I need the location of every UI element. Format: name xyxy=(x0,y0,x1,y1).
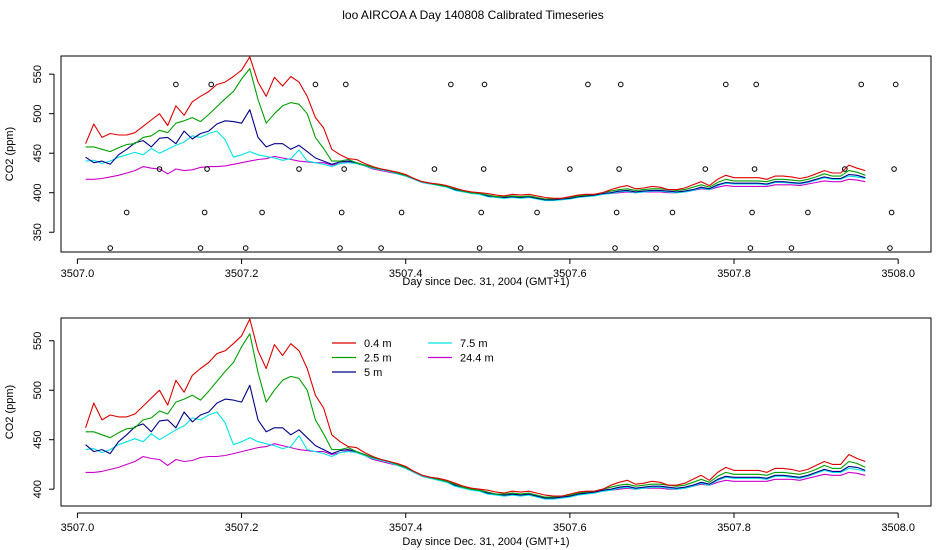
data-point xyxy=(204,166,210,172)
y-tick-label: 400 xyxy=(32,184,44,202)
y-axis-label: CO2 (ppm) xyxy=(4,385,16,439)
x-tick-label: 3507.0 xyxy=(61,268,95,280)
data-point xyxy=(156,166,163,172)
x-axis: 3507.0 3507.2 3507.4 3507.6 3507.8 3508.0 xyxy=(61,258,915,280)
series-lines xyxy=(85,56,866,202)
data-point xyxy=(842,166,848,172)
series-line-0 xyxy=(85,56,866,199)
data-point xyxy=(613,209,620,216)
data-point xyxy=(201,209,208,216)
x-tick-label: 3507.0 xyxy=(61,522,95,534)
data-point xyxy=(431,166,438,172)
x-tick-label: 3507.8 xyxy=(717,268,751,280)
x-tick-label: 3508.0 xyxy=(881,268,915,280)
x-tick-label: 3507.2 xyxy=(225,268,259,280)
data-point xyxy=(398,209,405,216)
data-point xyxy=(616,166,622,172)
y-axis: 400 450 500 550 xyxy=(32,332,55,498)
data-point xyxy=(669,209,676,216)
bottom-panel: 3507.0 3507.2 3507.4 3507.6 3507.8 3508.0 400… xyxy=(4,317,932,548)
plot-frame xyxy=(60,317,932,507)
data-point xyxy=(653,245,659,251)
y-tick-label: 550 xyxy=(32,332,44,350)
x-axis-label: Day since Dec. 31, 2004 (GMT+1) xyxy=(402,536,569,548)
data-point xyxy=(337,245,343,251)
legend-label: 24.4 m xyxy=(460,353,494,365)
series-line-1 xyxy=(85,68,866,200)
data-point xyxy=(617,81,624,88)
y-tick-label: 500 xyxy=(32,105,44,123)
series-line-0 xyxy=(85,318,866,497)
data-point xyxy=(888,209,895,216)
y-tick-label: 450 xyxy=(32,431,44,449)
data-point xyxy=(378,245,384,251)
data-point xyxy=(259,209,265,216)
data-point xyxy=(448,81,454,88)
data-point xyxy=(296,166,302,172)
data-point xyxy=(891,166,897,172)
data-point xyxy=(805,209,811,216)
top-panel: 3507.0 3507.2 3507.4 3507.6 3507.8 3508.0 350… xyxy=(4,55,932,288)
data-point xyxy=(173,81,179,88)
series-line-1 xyxy=(85,333,866,498)
data-point xyxy=(751,166,758,172)
x-tick-label: 3507.4 xyxy=(389,268,423,280)
x-tick-label: 3507.2 xyxy=(225,522,259,534)
data-point xyxy=(723,81,729,88)
data-point xyxy=(892,81,899,88)
x-tick-label: 3507.6 xyxy=(553,268,587,280)
data-point xyxy=(749,209,755,216)
data-point xyxy=(107,245,114,251)
x-axis: 3507.0 3507.2 3507.4 3507.6 3507.8 3508.0 xyxy=(61,512,915,534)
data-point xyxy=(517,245,524,251)
y-tick-label: 400 xyxy=(32,480,44,498)
legend-label: 7.5 m xyxy=(460,338,488,350)
series-line-3 xyxy=(85,130,866,202)
y-axis: 350 400 450 500 550 xyxy=(32,65,55,241)
data-point xyxy=(338,209,345,216)
data-point xyxy=(585,81,591,88)
data-point xyxy=(480,166,487,172)
data-point xyxy=(612,245,618,251)
data-point xyxy=(478,209,485,216)
series-lines xyxy=(85,318,866,500)
x-tick-label: 3507.8 xyxy=(717,522,751,534)
data-point xyxy=(858,81,865,88)
y-tick-label: 500 xyxy=(32,381,44,399)
data-point xyxy=(887,245,893,251)
data-point xyxy=(481,81,488,88)
data-point xyxy=(343,81,349,88)
legend-label: 0.4 m xyxy=(364,338,392,350)
data-point xyxy=(788,245,795,251)
data-point xyxy=(197,245,204,251)
figure-title: loo AIRCOA A Day 140808 Calibrated Times… xyxy=(342,8,603,22)
data-point xyxy=(476,245,483,251)
legend-label: 5 m xyxy=(364,367,382,379)
x-axis-label: Day since Dec. 31, 2004 (GMT+1) xyxy=(402,276,569,288)
data-point xyxy=(702,166,709,172)
series-line-3 xyxy=(85,411,866,500)
plot-frame xyxy=(60,55,932,253)
x-tick-label: 3508.0 xyxy=(881,522,915,534)
y-tick-label: 550 xyxy=(32,65,44,83)
legend-label: 2.5 m xyxy=(364,353,392,365)
y-axis-label: CO2 (ppm) xyxy=(4,127,16,181)
data-point xyxy=(534,209,540,216)
x-tick-label: 3507.6 xyxy=(553,522,587,534)
x-tick-label: 3507.4 xyxy=(389,522,423,534)
data-point xyxy=(567,166,573,172)
y-tick-label: 350 xyxy=(32,223,44,241)
legend: 0.4 m 2.5 m 5 m 7.5 m 24.4 m xyxy=(332,338,494,379)
data-point xyxy=(753,81,759,88)
data-point xyxy=(312,81,319,88)
scatter-points xyxy=(107,81,899,251)
data-point xyxy=(123,209,130,216)
data-point xyxy=(747,245,754,251)
data-point xyxy=(208,81,214,88)
y-tick-label: 450 xyxy=(32,144,44,162)
data-point xyxy=(341,166,347,172)
data-point xyxy=(242,245,249,251)
